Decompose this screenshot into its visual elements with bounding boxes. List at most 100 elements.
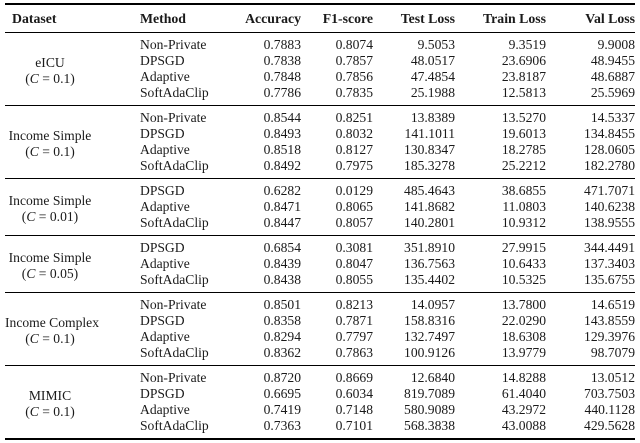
accuracy-cell: 0.8720 xyxy=(263,370,301,385)
val-loss-cell: 143.8559 xyxy=(584,313,635,328)
val-loss-cell: 14.6519 xyxy=(590,297,635,312)
train-loss-cell: 10.6433 xyxy=(501,256,546,271)
table-row: SoftAdaClip 0.7363 0.7101 568.3838 43.0088 42… xyxy=(5,418,635,439)
accuracy-cell: 0.8544 xyxy=(263,110,301,125)
table-header: Dataset Method Accuracy F1-score Test Lo… xyxy=(5,4,635,33)
dataset-group: Income Complex (C = 0.1) Non-Private 0.8501… xyxy=(5,293,635,366)
val-loss-cell: 182.2780 xyxy=(584,158,635,173)
train-loss-cell: 18.2785 xyxy=(501,142,546,157)
dataset-cell: Income Simple (C = 0.1) xyxy=(5,106,95,179)
f1-score-cell: 0.7797 xyxy=(335,329,373,344)
method-cell: Non-Private xyxy=(140,297,207,312)
train-loss-cell: 10.9312 xyxy=(501,215,546,230)
method-cell: DPSGD xyxy=(140,126,185,141)
test-loss-cell: 132.7497 xyxy=(404,329,455,344)
train-loss-cell: 27.9915 xyxy=(501,240,546,255)
test-loss-cell: 12.6840 xyxy=(410,370,455,385)
header-row: Dataset Method Accuracy F1-score Test Lo… xyxy=(5,4,635,33)
train-loss-cell: 38.6855 xyxy=(501,183,546,198)
accuracy-cell: 0.8492 xyxy=(263,158,301,173)
val-loss-cell: 471.7071 xyxy=(584,183,635,198)
test-loss-cell: 141.1011 xyxy=(404,126,455,141)
accuracy-cell: 0.8447 xyxy=(263,215,301,230)
table-row: eICU (C = 0.1) Non-Private 0.7883 0.8074 9.50… xyxy=(5,33,635,86)
accuracy-cell: 0.7419 xyxy=(263,402,301,417)
train-loss-cell: 43.2972 xyxy=(501,402,546,417)
test-loss-cell: 9.5053 xyxy=(417,37,455,52)
method-cell: Adaptive xyxy=(140,402,190,417)
accuracy-cell: 0.7883 xyxy=(263,37,301,52)
test-loss-cell: 13.8389 xyxy=(410,110,455,125)
f1-score-cell: 0.7101 xyxy=(335,418,373,433)
table-row: DPSGD 0.8493 0.8032 141.1011 19.6013 134.8455 xyxy=(5,126,635,142)
dataset-cell: Income Complex (C = 0.1) xyxy=(5,293,100,366)
f1-score-cell: 0.8669 xyxy=(335,370,373,385)
val-loss-cell: 48.6887 xyxy=(590,69,635,84)
column-header-method: Method xyxy=(95,4,235,33)
test-loss-cell: 140.2801 xyxy=(404,215,455,230)
f1-score-cell: 0.8213 xyxy=(335,297,373,312)
dataset-group: eICU (C = 0.1) Non-Private 0.7883 0.8074 9.50… xyxy=(5,33,635,106)
f1-score-cell: 0.7835 xyxy=(335,85,373,100)
method-cell: DPSGD xyxy=(140,183,185,198)
train-loss-cell: 10.5325 xyxy=(501,272,546,287)
accuracy-cell: 0.8362 xyxy=(263,345,301,360)
train-loss-cell: 61.4040 xyxy=(501,386,546,401)
train-loss-cell: 12.5813 xyxy=(501,85,546,100)
dataset-name: Income Complex xyxy=(5,315,100,330)
train-loss-cell: 18.6308 xyxy=(501,329,546,344)
train-loss-cell: 13.7800 xyxy=(501,297,546,312)
dataset-clipping-constraint: (C = 0.05) xyxy=(21,266,79,281)
train-loss-cell: 9.3519 xyxy=(508,37,546,52)
train-loss-cell: 13.5270 xyxy=(501,110,546,125)
accuracy-cell: 0.8493 xyxy=(263,126,301,141)
test-loss-cell: 580.9089 xyxy=(404,402,455,417)
f1-score-cell: 0.8032 xyxy=(335,126,373,141)
column-header-train-loss: Train Loss xyxy=(455,4,546,33)
dataset-clipping-constraint: (C = 0.1) xyxy=(25,331,75,346)
test-loss-cell: 136.7563 xyxy=(404,256,455,271)
dataset-group: MIMIC (C = 0.1) Non-Private 0.8720 0.8669 12.… xyxy=(5,366,635,440)
dataset-group: Income Simple (C = 0.05) DPSGD 0.6854 0.3081… xyxy=(5,236,635,293)
test-loss-cell: 819.7089 xyxy=(404,386,455,401)
accuracy-cell: 0.7363 xyxy=(263,418,301,433)
accuracy-cell: 0.8358 xyxy=(263,313,301,328)
method-cell: Adaptive xyxy=(140,142,190,157)
table-row: Income Simple (C = 0.01) DPSGD 0.6282 0.0129… xyxy=(5,179,635,224)
f1-score-cell: 0.0129 xyxy=(335,183,373,198)
dataset-cell: Income Simple (C = 0.05) xyxy=(5,236,95,293)
method-cell: SoftAdaClip xyxy=(140,215,209,230)
f1-score-cell: 0.6034 xyxy=(335,386,373,401)
val-loss-cell: 140.6238 xyxy=(584,199,635,214)
test-loss-cell: 351.8910 xyxy=(404,240,455,255)
accuracy-cell: 0.8439 xyxy=(263,256,301,271)
table-row: SoftAdaClip 0.8447 0.8057 140.2801 10.9312 13… xyxy=(5,215,635,236)
dataset-clipping-constraint: (C = 0.01) xyxy=(21,209,79,224)
train-loss-cell: 43.0088 xyxy=(501,418,546,433)
table-row: Income Complex (C = 0.1) Non-Private 0.8501… xyxy=(5,293,635,346)
table-row: DPSGD 0.8358 0.7871 158.8316 22.0290 143.8559 xyxy=(5,313,635,329)
f1-score-cell: 0.8127 xyxy=(335,142,373,157)
method-cell: Adaptive xyxy=(140,256,190,271)
table-row: Adaptive 0.7848 0.7856 47.4854 23.8187 48.688… xyxy=(5,69,635,85)
method-cell: SoftAdaClip xyxy=(140,418,209,433)
test-loss-cell: 141.8682 xyxy=(404,199,455,214)
column-header-accuracy: Accuracy xyxy=(235,4,301,33)
method-cell: Adaptive xyxy=(140,329,190,344)
train-loss-cell: 22.0290 xyxy=(501,313,546,328)
dataset-name: MIMIC xyxy=(28,388,72,403)
method-cell: SoftAdaClip xyxy=(140,158,209,173)
test-loss-cell: 25.1988 xyxy=(410,85,455,100)
val-loss-cell: 13.0512 xyxy=(590,370,635,385)
f1-score-cell: 0.7148 xyxy=(335,402,373,417)
dataset-cell: Income Simple (C = 0.01) xyxy=(5,179,95,236)
val-loss-cell: 703.7503 xyxy=(584,386,635,401)
f1-score-cell: 0.3081 xyxy=(335,240,373,255)
dataset-group: Income Simple (C = 0.1) Non-Private 0.8544 0… xyxy=(5,106,635,179)
val-loss-cell: 9.9008 xyxy=(597,37,635,52)
accuracy-cell: 0.7848 xyxy=(263,69,301,84)
method-cell: DPSGD xyxy=(140,53,185,68)
accuracy-cell: 0.8501 xyxy=(263,297,301,312)
method-cell: Adaptive xyxy=(140,69,190,84)
train-loss-cell: 13.9779 xyxy=(501,345,546,360)
